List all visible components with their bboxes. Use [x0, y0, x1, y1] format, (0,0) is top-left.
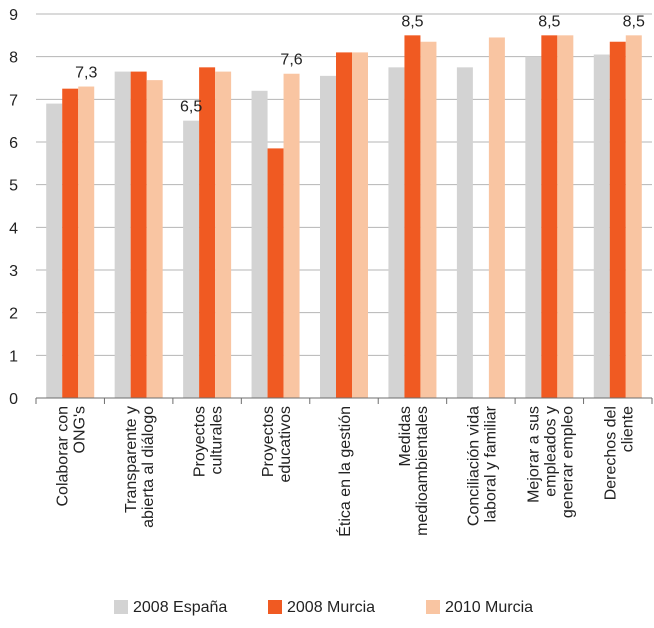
legend-swatch	[268, 600, 282, 614]
category-label-line: Medidas	[397, 406, 414, 466]
category-label-line: Proyectos	[192, 406, 209, 477]
bar	[62, 88, 79, 399]
category-label-line: Ética en la gestión	[335, 406, 354, 537]
category-label: Proyectos culturales	[192, 406, 226, 477]
bar	[420, 41, 437, 398]
category-label: Derechos del cliente	[602, 406, 636, 500]
bars	[46, 35, 642, 399]
bar	[215, 71, 232, 398]
y-tick-label: 7	[9, 92, 18, 109]
data-labels: 7,3 6,5 7,6 8,5 8,5 8,5	[75, 13, 645, 115]
data-label: 6,5	[180, 99, 202, 116]
category-label-line: cliente	[619, 406, 636, 452]
legend: 2008 España 2008 Murcia 2010 Murcia	[114, 599, 533, 616]
bar	[525, 56, 542, 399]
bar	[114, 71, 131, 398]
y-tick-label: 2	[9, 306, 18, 323]
data-label: 8,5	[623, 13, 645, 30]
bar	[352, 52, 368, 399]
bar	[199, 67, 216, 398]
y-tick-label: 5	[9, 178, 18, 195]
category-label-line: educativos	[277, 406, 294, 483]
data-label: 7,3	[75, 65, 97, 82]
y-tick-label: 8	[9, 50, 18, 67]
bar	[336, 52, 352, 399]
category-label-line: medioambientales	[414, 406, 431, 536]
category-label-line: empleados y	[542, 406, 559, 497]
data-label: 8,5	[538, 13, 560, 30]
data-label: 7,6	[280, 52, 302, 69]
category-label-line: generar empleo	[559, 406, 576, 518]
category-label-line: Transparente y	[123, 406, 140, 513]
bar	[404, 35, 421, 398]
category-label: Transparente y abierta al diálogo	[123, 406, 157, 528]
bar	[251, 90, 268, 399]
bar	[183, 120, 200, 399]
y-tick-label: 3	[9, 263, 18, 280]
bar	[146, 80, 163, 398]
category-label: Mejorar a sus empleados y generar empleo	[525, 406, 576, 518]
bar	[557, 35, 574, 398]
legend-label: 2008 Murcia	[287, 599, 375, 616]
bar	[320, 75, 336, 398]
category-label-line: Derechos del	[602, 406, 619, 500]
y-tick-label: 1	[9, 348, 18, 365]
y-tick-label: 6	[9, 135, 18, 152]
legend-label: 2008 España	[133, 599, 227, 616]
bar	[267, 148, 284, 398]
bar	[625, 35, 642, 398]
bar	[593, 54, 610, 399]
y-axis-ticks: 0 1 2 3 4 5 6 7 8 9	[9, 7, 18, 408]
category-label: Proyectos educativos	[260, 406, 294, 483]
bar	[78, 86, 95, 399]
category-label: Ética en la gestión	[335, 406, 354, 537]
category-labels: Colaborar con ONG's Transparente y abierta …	[55, 405, 637, 536]
y-tick-label: 4	[9, 220, 18, 237]
y-tick-label: 0	[9, 391, 18, 408]
bar	[609, 41, 626, 398]
category-label-line: culturales	[209, 406, 226, 474]
legend-swatch	[426, 600, 440, 614]
category-label: Medidas medioambientales	[397, 406, 431, 536]
data-label: 8,5	[401, 13, 423, 30]
legend-swatch	[114, 600, 128, 614]
category-label: Conciliación vida laboral y familiar	[465, 405, 499, 526]
bar	[283, 73, 300, 398]
axes	[35, 397, 653, 404]
category-label-line: ONG's	[72, 406, 89, 454]
y-tick-label: 9	[9, 7, 18, 24]
bar	[541, 35, 558, 398]
category-label-line: Colaborar con	[55, 406, 72, 507]
bar	[488, 37, 505, 398]
bar	[388, 67, 405, 398]
legend-label: 2010 Murcia	[445, 599, 533, 616]
category-label-line: laboral y familiar	[482, 405, 499, 522]
category-label-line: abierta al diálogo	[140, 406, 157, 528]
category-label: Colaborar con ONG's	[55, 406, 89, 507]
bar	[46, 103, 63, 398]
bar	[130, 71, 147, 398]
category-label-line: Mejorar a sus	[525, 406, 542, 503]
category-label-line: Proyectos	[260, 406, 277, 477]
category-label-line: Conciliación vida	[465, 406, 482, 526]
bar	[456, 67, 473, 398]
